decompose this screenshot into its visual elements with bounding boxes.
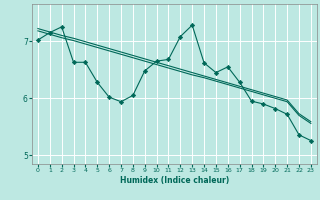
X-axis label: Humidex (Indice chaleur): Humidex (Indice chaleur) xyxy=(120,176,229,185)
